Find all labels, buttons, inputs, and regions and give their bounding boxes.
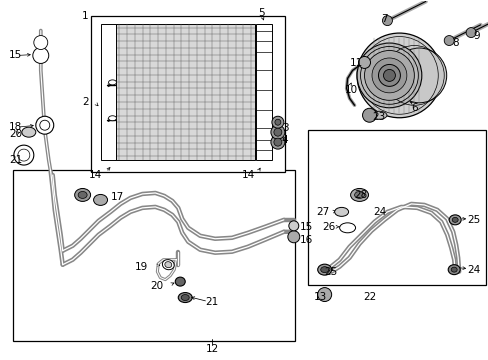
- Circle shape: [317, 288, 331, 302]
- Ellipse shape: [78, 192, 87, 198]
- Text: 18: 18: [9, 122, 22, 132]
- Text: 9: 9: [472, 31, 479, 41]
- Text: 24: 24: [466, 265, 479, 275]
- Text: 1: 1: [82, 11, 88, 21]
- Text: 21: 21: [9, 155, 22, 165]
- Text: 11: 11: [349, 58, 362, 68]
- Text: 27: 27: [316, 207, 329, 217]
- Text: 12: 12: [205, 345, 218, 354]
- Text: 2: 2: [82, 97, 88, 107]
- Ellipse shape: [364, 50, 413, 100]
- Text: 28: 28: [353, 190, 367, 200]
- Ellipse shape: [356, 43, 421, 108]
- Text: 7: 7: [381, 14, 387, 24]
- Text: 15: 15: [9, 50, 22, 60]
- Text: 15: 15: [299, 222, 312, 232]
- Bar: [101, 24, 116, 160]
- Ellipse shape: [339, 223, 355, 233]
- Text: 19: 19: [135, 262, 148, 272]
- Ellipse shape: [383, 69, 395, 81]
- Circle shape: [358, 57, 370, 68]
- Ellipse shape: [447, 265, 459, 275]
- Circle shape: [382, 15, 392, 26]
- Ellipse shape: [22, 127, 36, 137]
- Text: 16: 16: [299, 235, 312, 245]
- Text: 3: 3: [281, 123, 288, 133]
- Text: 6: 6: [410, 103, 417, 113]
- Circle shape: [271, 116, 283, 128]
- Ellipse shape: [371, 111, 386, 119]
- Text: 22: 22: [362, 292, 375, 302]
- Ellipse shape: [93, 194, 107, 206]
- Text: 25: 25: [324, 267, 337, 276]
- Ellipse shape: [451, 217, 457, 222]
- Bar: [115, 24, 254, 160]
- Text: 25: 25: [466, 215, 479, 225]
- Text: 21: 21: [205, 297, 218, 306]
- Text: 24: 24: [373, 207, 386, 217]
- Circle shape: [288, 221, 298, 231]
- Ellipse shape: [378, 64, 400, 86]
- Circle shape: [14, 145, 34, 165]
- Circle shape: [40, 120, 50, 130]
- Circle shape: [33, 48, 49, 63]
- Ellipse shape: [108, 116, 116, 121]
- Ellipse shape: [178, 293, 192, 302]
- Ellipse shape: [108, 80, 116, 85]
- Circle shape: [273, 138, 281, 146]
- Ellipse shape: [320, 267, 328, 273]
- Text: 23: 23: [372, 112, 385, 122]
- Circle shape: [274, 119, 280, 125]
- Text: 10: 10: [344, 85, 357, 95]
- Ellipse shape: [354, 192, 364, 198]
- Circle shape: [270, 125, 285, 139]
- Circle shape: [270, 135, 285, 149]
- Ellipse shape: [162, 260, 174, 270]
- Ellipse shape: [181, 294, 189, 301]
- Circle shape: [362, 108, 376, 122]
- Bar: [13, 170, 294, 341]
- Text: 20: 20: [150, 280, 163, 291]
- Ellipse shape: [334, 207, 348, 216]
- Circle shape: [36, 116, 54, 134]
- Ellipse shape: [317, 264, 331, 275]
- Text: 5: 5: [258, 8, 264, 18]
- Ellipse shape: [371, 58, 406, 93]
- Text: 14: 14: [89, 170, 102, 180]
- Bar: [307, 130, 485, 285]
- Bar: [255, 24, 271, 160]
- Bar: [90, 15, 285, 172]
- Circle shape: [443, 36, 453, 45]
- Text: 26: 26: [322, 222, 335, 232]
- Circle shape: [287, 231, 299, 243]
- Ellipse shape: [175, 277, 185, 286]
- Text: 8: 8: [451, 37, 458, 48]
- Text: 13: 13: [313, 292, 326, 302]
- Ellipse shape: [350, 189, 368, 201]
- Ellipse shape: [356, 33, 441, 118]
- Circle shape: [34, 36, 48, 50]
- Ellipse shape: [450, 267, 456, 272]
- Ellipse shape: [391, 48, 446, 103]
- Ellipse shape: [75, 189, 90, 201]
- Circle shape: [273, 128, 281, 136]
- Text: 14: 14: [241, 170, 254, 180]
- Ellipse shape: [164, 262, 171, 268]
- Circle shape: [18, 149, 30, 161]
- Text: 17: 17: [110, 192, 123, 202]
- Ellipse shape: [448, 215, 460, 225]
- Text: 4: 4: [281, 135, 288, 145]
- Circle shape: [465, 28, 475, 37]
- Text: 20: 20: [9, 129, 22, 139]
